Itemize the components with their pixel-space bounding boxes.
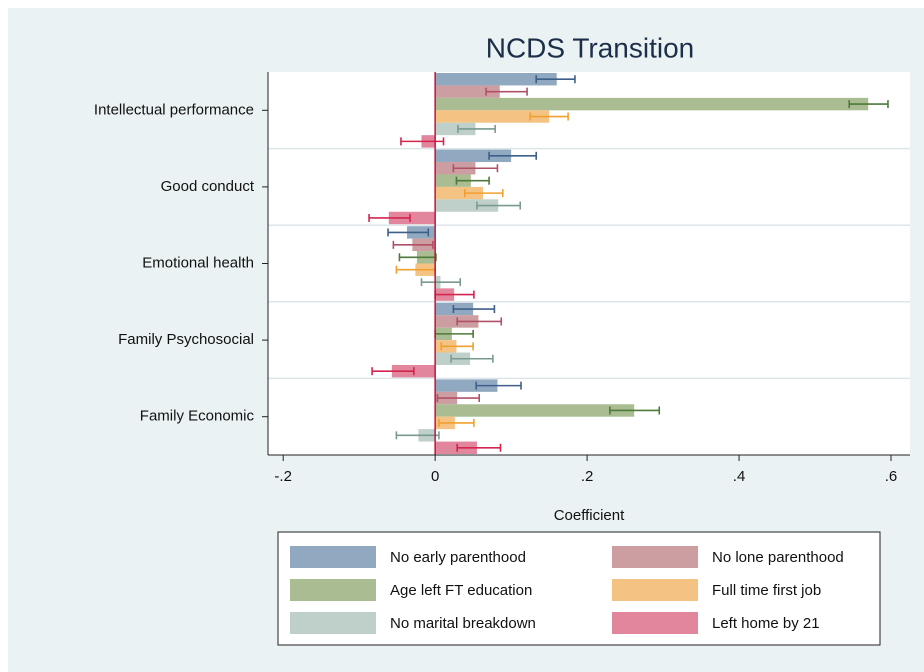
- bar: [435, 186, 484, 200]
- legend-swatch: [290, 546, 376, 568]
- chart-title: NCDS Transition: [486, 32, 695, 63]
- error-bar: [456, 443, 502, 452]
- legend-label: No early parenthood: [390, 549, 526, 566]
- legend: [277, 531, 881, 646]
- error-bar: [436, 394, 481, 403]
- legend-label: No marital breakdown: [390, 615, 536, 632]
- error-bar: [476, 201, 522, 210]
- y-tick-label: Emotional health: [142, 254, 254, 271]
- legend-swatch: [612, 546, 698, 568]
- bar: [435, 404, 635, 417]
- y-tick-label: Intellectual performance: [94, 101, 254, 118]
- bar: [435, 149, 512, 163]
- bar: [435, 122, 476, 136]
- error-bar: [387, 228, 430, 237]
- legend-label: Left home by 21: [712, 615, 820, 632]
- error-bar: [456, 317, 503, 326]
- error-bar: [488, 151, 537, 160]
- y-tick-label: Family Economic: [140, 408, 255, 425]
- plot-area: [268, 72, 910, 455]
- error-bar: [535, 75, 576, 84]
- legend-label: Age left FT education: [390, 582, 532, 599]
- x-tick-label: .6: [885, 468, 898, 485]
- bar: [435, 441, 477, 454]
- y-tick-label: Family Psychosocial: [118, 331, 254, 348]
- legend-swatch: [612, 612, 698, 634]
- x-tick-label: 0: [431, 468, 439, 485]
- bar: [435, 110, 550, 123]
- bar: [388, 211, 436, 225]
- x-tick-label: .2: [581, 468, 594, 485]
- error-bar: [368, 213, 411, 222]
- x-tick-label: -.2: [274, 468, 292, 485]
- error-bar: [457, 124, 496, 133]
- error-bar: [440, 342, 474, 351]
- legend-swatch: [290, 579, 376, 601]
- error-bar: [400, 137, 445, 146]
- x-tick-label: .4: [733, 468, 746, 485]
- error-bar: [463, 189, 504, 198]
- error-bar: [395, 431, 440, 440]
- legend-label: No lone parenthood: [712, 549, 844, 566]
- error-bar: [452, 164, 499, 173]
- error-bar: [475, 381, 522, 390]
- x-axis-title: Coefficient: [554, 507, 625, 524]
- error-bar: [529, 112, 569, 121]
- error-bar: [438, 418, 475, 427]
- error-bar: [485, 87, 528, 96]
- legend-label: Full time first job: [712, 582, 821, 599]
- error-bar: [450, 354, 494, 363]
- bar: [435, 199, 499, 212]
- y-tick-label: Good conduct: [161, 178, 255, 195]
- legend-swatch: [612, 579, 698, 601]
- bar: [435, 174, 471, 187]
- error-bar: [452, 305, 496, 314]
- legend-swatch: [290, 612, 376, 634]
- error-bar: [420, 278, 462, 287]
- error-bar: [848, 100, 889, 109]
- error-bar: [398, 253, 437, 262]
- error-bar: [371, 367, 415, 376]
- bar: [435, 97, 869, 111]
- error-bar: [455, 176, 490, 185]
- bar: [435, 85, 500, 98]
- error-bar: [609, 406, 661, 415]
- error-bar: [392, 240, 434, 249]
- bar: [435, 379, 498, 392]
- bar: [435, 73, 557, 86]
